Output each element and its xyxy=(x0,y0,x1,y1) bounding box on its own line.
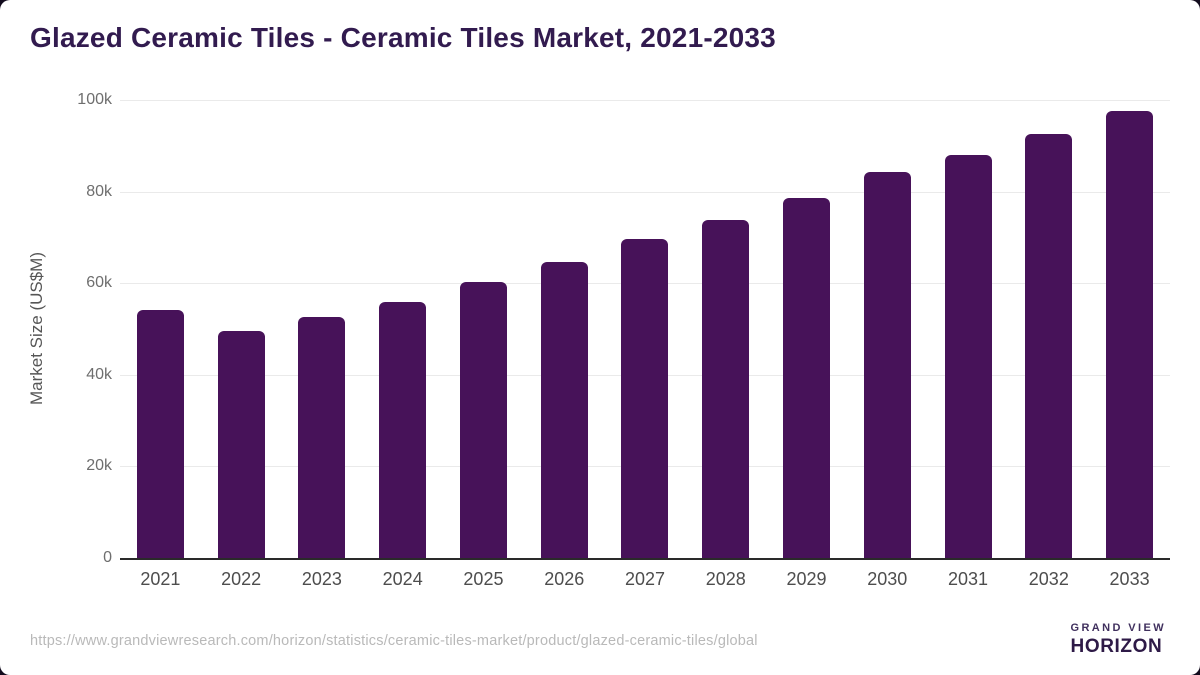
bar-slot-2030 xyxy=(847,100,928,558)
y-tick-40k: 40k xyxy=(86,365,112,383)
logo-reflection-line xyxy=(1031,643,1048,646)
bar-slot-2033 xyxy=(1089,100,1170,558)
x-label-2033: 2033 xyxy=(1109,569,1150,589)
bar-2026[interactable] xyxy=(540,262,588,558)
x-label-2028: 2028 xyxy=(705,569,746,589)
bar-2021[interactable] xyxy=(136,310,184,558)
logo-sun xyxy=(1029,630,1050,640)
page-title: Glazed Ceramic Tiles - Ceramic Tiles Mar… xyxy=(30,22,776,53)
x-label-2021: 2021 xyxy=(140,569,181,589)
bar-2022[interactable] xyxy=(217,331,265,558)
bar-slot-2032 xyxy=(1008,100,1089,558)
y-axis-ticks: 0 20k 40k 60k 80k 100k xyxy=(0,91,112,566)
bar-slot-2022 xyxy=(201,100,282,558)
bar-series xyxy=(120,100,1170,558)
bar-2028[interactable] xyxy=(702,219,750,558)
x-label-2030: 2030 xyxy=(867,569,908,589)
bar-2024[interactable] xyxy=(379,301,427,558)
bar-2031[interactable] xyxy=(944,154,992,558)
x-label-2027: 2027 xyxy=(624,569,665,589)
bar-2025[interactable] xyxy=(459,282,507,558)
y-tick-20k: 20k xyxy=(86,457,112,475)
y-tick-100k: 100k xyxy=(77,91,112,108)
x-label-2026: 2026 xyxy=(544,569,585,589)
plot-area xyxy=(120,100,1170,560)
x-label-2031: 2031 xyxy=(948,569,989,589)
logo-text: GRAND VIEW HORIZON xyxy=(1071,622,1167,658)
x-label-2025: 2025 xyxy=(463,569,504,589)
logo-reflection-line xyxy=(1035,648,1044,651)
bar-slot-2021 xyxy=(120,100,201,558)
bar-slot-2027 xyxy=(605,100,686,558)
x-label-2029: 2029 xyxy=(786,569,827,589)
bar-2030[interactable] xyxy=(863,171,911,558)
bar-2023[interactable] xyxy=(298,317,346,558)
x-label-2023: 2023 xyxy=(301,569,342,589)
bar-2027[interactable] xyxy=(621,239,669,558)
x-label-2032: 2032 xyxy=(1028,569,1069,589)
bar-slot-2024 xyxy=(362,100,443,558)
bar-slot-2026 xyxy=(524,100,605,558)
logo-grand-view-label: GRAND VIEW xyxy=(1070,622,1166,634)
logo-horizon-label: HORIZON xyxy=(1070,636,1163,657)
gridline-80k xyxy=(120,191,1170,193)
bar-slot-2028 xyxy=(685,100,766,558)
bar-slot-2029 xyxy=(766,100,847,558)
y-tick-60k: 60k xyxy=(86,274,112,292)
y-tick-0: 0 xyxy=(103,549,112,566)
y-tick-80k: 80k xyxy=(86,182,112,200)
brand-logo: GRAND VIEW HORIZON xyxy=(1020,620,1167,660)
x-label-2022: 2022 xyxy=(221,569,262,589)
bar-2029[interactable] xyxy=(783,198,830,558)
bar-slot-2031 xyxy=(928,100,1009,558)
gridline-100k xyxy=(120,100,1170,101)
horizon-logo-icon xyxy=(1020,620,1060,660)
bar-slot-2025 xyxy=(443,100,524,558)
x-label-2024: 2024 xyxy=(382,569,423,589)
x-axis-labels: 2021 2022 2023 2024 2025 2026 2027 2028 2029 2030… xyxy=(120,566,1170,592)
bar-slot-2023 xyxy=(282,100,363,558)
source-url[interactable]: https://www.grandviewresearch.com/horizo… xyxy=(30,633,758,649)
bar-2033[interactable] xyxy=(1106,111,1154,558)
bar-2032[interactable] xyxy=(1025,133,1073,558)
